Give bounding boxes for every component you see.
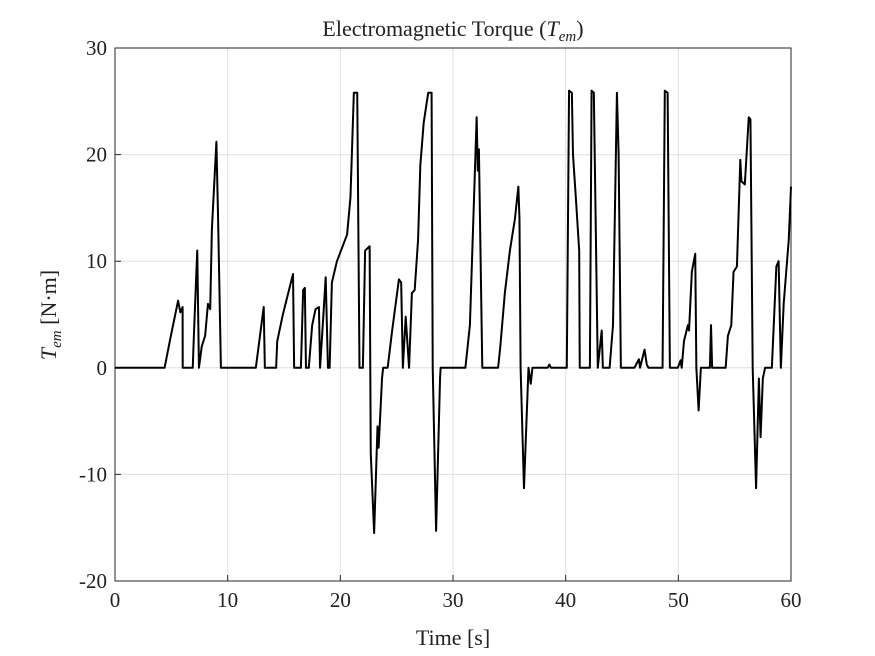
y-tick-label: 10 [86,249,107,273]
title-subscript: em [559,29,577,45]
title-symbol: T [547,16,561,41]
y-axis-label: Tem [N·m] [36,270,65,360]
y-tick-label: 30 [86,36,107,60]
y-label-subscript: em [49,330,65,348]
x-tick-label: 50 [668,588,689,612]
title-text: Electromagnetic Torque ( [322,16,546,41]
y-label-unit: [N·m] [36,270,61,330]
y-tick-label: 0 [97,356,108,380]
data-line [115,89,792,535]
x-tick-label: 30 [443,588,464,612]
x-axis-label: Time [s] [416,625,490,650]
y-tick-label: 20 [86,143,107,167]
y-tick-label: -10 [79,462,107,486]
y-label-symbol: T [36,346,61,360]
x-tick-label: 20 [330,588,351,612]
x-tick-label: 40 [555,588,576,612]
chart-title: Electromagnetic Torque (Tem) [322,16,583,45]
y-tick-label: -20 [79,569,107,593]
x-tick-label: 0 [110,588,121,612]
x-tick-label: 10 [217,588,238,612]
title-text: ) [576,16,583,41]
x-tick-label: 60 [781,588,802,612]
plot-frame [114,47,792,582]
